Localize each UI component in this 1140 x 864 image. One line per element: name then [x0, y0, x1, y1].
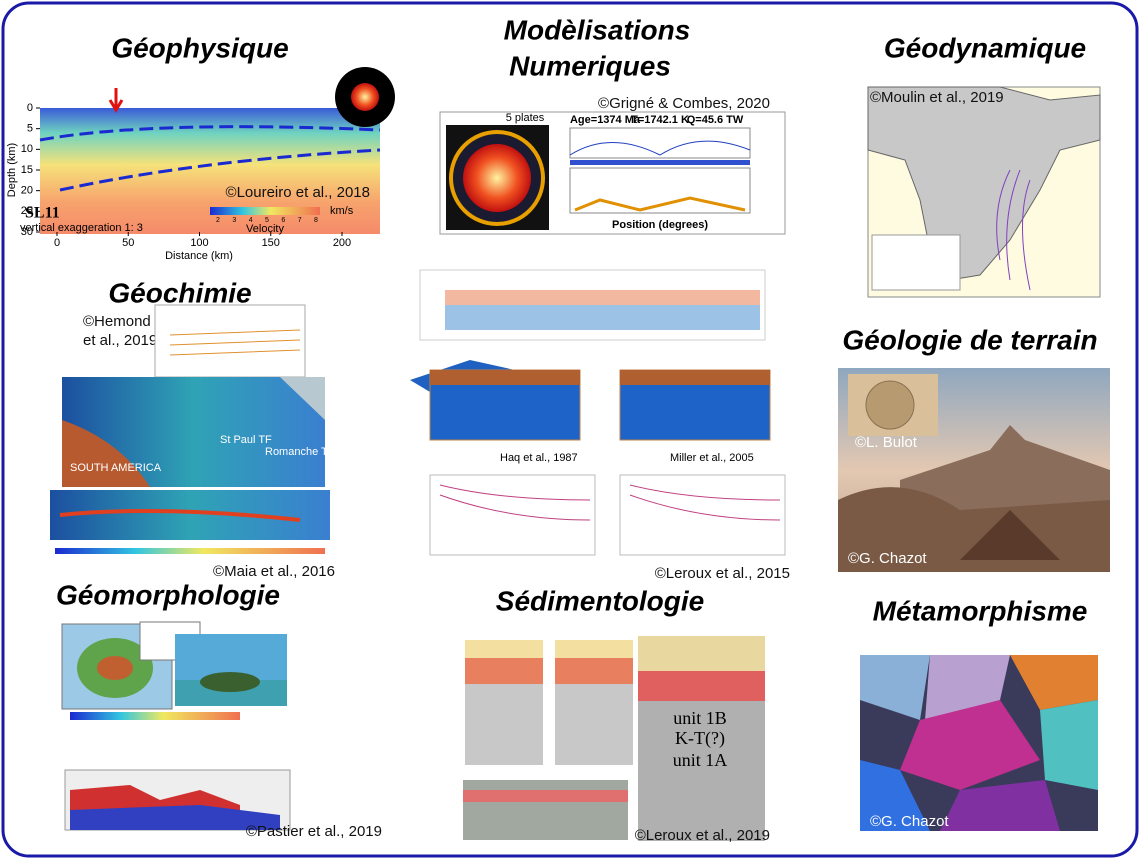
geomorph-figure	[61, 621, 291, 831]
credit: ©Leroux et al., 2015	[655, 565, 790, 582]
colorbar-tick-label: 7	[298, 217, 302, 224]
colorbar-tick-label: 4	[249, 217, 253, 224]
unit-label: unit 1A	[673, 750, 728, 770]
heading: Géodynamique	[884, 32, 1086, 63]
seismic-figure	[39, 67, 395, 234]
credit: ©G. Chazot	[870, 813, 949, 830]
heading: Géologie de terrain	[842, 324, 1097, 355]
map-label: Romanche TF	[265, 446, 335, 458]
unit-label: K-T(?)	[675, 728, 725, 749]
unit-label: unit 1B	[673, 708, 727, 728]
figure-label: Q=45.6 TW	[687, 114, 744, 126]
tick-label: 100	[190, 237, 208, 249]
thin-section-photo	[860, 655, 1098, 831]
colorbar-tick-label: 8	[314, 217, 318, 224]
heading: Géomorphologie	[56, 579, 280, 610]
heading: Numeriques	[509, 50, 671, 81]
sediment-figure	[463, 636, 765, 841]
heading: Géochimie	[108, 277, 251, 308]
tick-label: 30	[21, 226, 33, 238]
tick-label: 0	[27, 102, 33, 114]
geochem-figure	[50, 304, 330, 554]
y-axis-label: Depth (km)	[6, 143, 18, 197]
credit: ©Leroux et al., 2019	[635, 827, 770, 844]
map-figure	[867, 86, 1101, 298]
credit: ©L. Bulot	[855, 434, 918, 451]
credit: ©Pastier et al., 2019	[246, 823, 382, 840]
figure-label: Haq et al., 1987	[500, 452, 578, 464]
colorbar-tick-label: 6	[281, 217, 285, 224]
figure-note: vertical exaggeration 1: 3	[20, 222, 143, 234]
tick-label: 20	[21, 185, 33, 197]
figure-label: Age=1374 Ma	[570, 114, 641, 126]
colorbar-tick-label: 5	[265, 217, 269, 224]
credit: ©G. Chazot	[848, 550, 927, 567]
colorbar-tick-label: 2	[216, 217, 220, 224]
figure-label: SL11	[25, 205, 60, 222]
heading: Géophysique	[111, 32, 288, 63]
colorbar-label: Velocity	[246, 223, 284, 235]
section-figure	[410, 269, 786, 556]
colorbar-unit: km/s	[330, 205, 354, 217]
tick-label: 150	[262, 237, 280, 249]
figure-label: Position (degrees)	[612, 219, 708, 231]
heading: Sédimentologie	[496, 585, 704, 616]
credit: ©Hemond	[83, 313, 151, 330]
tick-label: 10	[21, 143, 33, 155]
credit: ©Grigné & Combes, 2020	[598, 95, 770, 112]
tick-label: 25	[21, 205, 33, 217]
figure-label: T=1742.1 K	[631, 114, 689, 126]
figure-label: 5 plates	[506, 112, 545, 124]
heading: Modèlisations	[504, 14, 691, 45]
credit: ©Maia et al., 2016	[213, 563, 335, 580]
map-label: SOUTH AMERICA	[70, 462, 162, 474]
figure-label: Miller et al., 2005	[670, 452, 754, 464]
heading: Métamorphisme	[873, 595, 1088, 626]
credit: et al., 2019	[83, 332, 157, 349]
tick-label: 0	[54, 237, 60, 249]
tick-label: 200	[333, 237, 351, 249]
model-figure	[439, 111, 786, 235]
tick-label: 5	[27, 123, 33, 135]
colorbar-tick-label: 3	[232, 217, 236, 224]
credit: ©Moulin et al., 2019	[870, 89, 1004, 106]
field-photo	[838, 368, 1110, 572]
x-axis-label: Distance (km)	[165, 250, 233, 262]
tick-label: 50	[122, 237, 134, 249]
map-label: St Paul TF	[220, 434, 272, 446]
credit: ©Loureiro et al., 2018	[226, 184, 370, 201]
tick-label: 15	[21, 164, 33, 176]
